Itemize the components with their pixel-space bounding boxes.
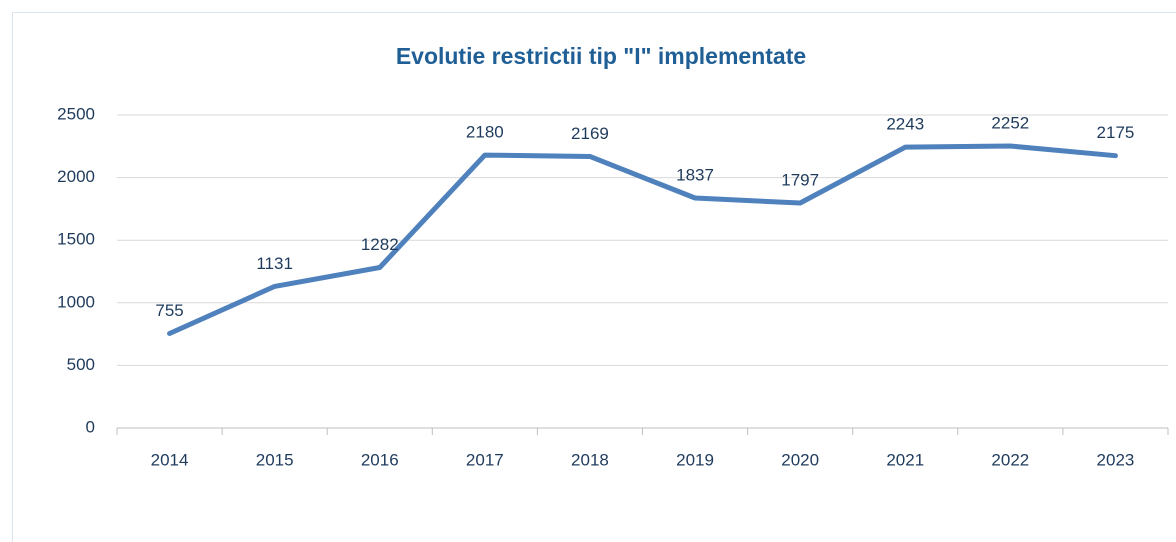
y-tick-label: 0 xyxy=(86,417,95,436)
data-label: 1282 xyxy=(361,235,399,254)
x-tick-label: 2020 xyxy=(781,450,819,469)
data-label: 2243 xyxy=(886,115,924,134)
data-label: 1131 xyxy=(256,254,293,273)
data-label: 755 xyxy=(155,301,183,320)
x-tick-label: 2015 xyxy=(256,450,294,469)
chart-title: Evolutie restrictii tip "I" implementate xyxy=(396,43,806,69)
y-tick-label: 1500 xyxy=(57,230,95,249)
data-line xyxy=(167,143,1118,336)
x-tick-label: 2018 xyxy=(571,450,609,469)
x-tick-label: 2019 xyxy=(676,450,714,469)
data-label: 2169 xyxy=(571,124,609,143)
x-tick-label: 2017 xyxy=(466,450,504,469)
x-tick-label: 2021 xyxy=(886,450,924,469)
x-tick-label: 2014 xyxy=(151,450,189,469)
x-tick-label: 2022 xyxy=(991,450,1029,469)
data-label: 2180 xyxy=(466,123,504,142)
data-label: 1837 xyxy=(676,165,714,184)
y-tick-label: 500 xyxy=(67,355,95,374)
y-tick-label: 1000 xyxy=(57,292,95,311)
data-label: 2175 xyxy=(1097,123,1135,142)
x-tick-label: 2016 xyxy=(361,450,399,469)
y-tick-label: 2500 xyxy=(57,104,95,123)
chart-border xyxy=(12,12,1176,542)
y-tick-label: 2000 xyxy=(57,167,95,186)
x-tick-label: 2023 xyxy=(1097,450,1135,469)
data-label: 2252 xyxy=(991,114,1029,133)
data-label: 1797 xyxy=(781,170,819,189)
